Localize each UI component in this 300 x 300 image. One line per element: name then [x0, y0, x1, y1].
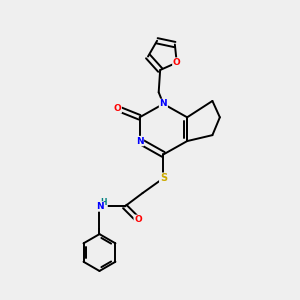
Text: O: O [173, 58, 181, 67]
Text: S: S [160, 173, 167, 183]
Text: O: O [134, 215, 142, 224]
Text: N: N [96, 202, 103, 211]
Text: N: N [136, 136, 143, 146]
Text: N: N [160, 99, 167, 108]
Text: O: O [113, 104, 121, 113]
Text: H: H [101, 198, 107, 207]
